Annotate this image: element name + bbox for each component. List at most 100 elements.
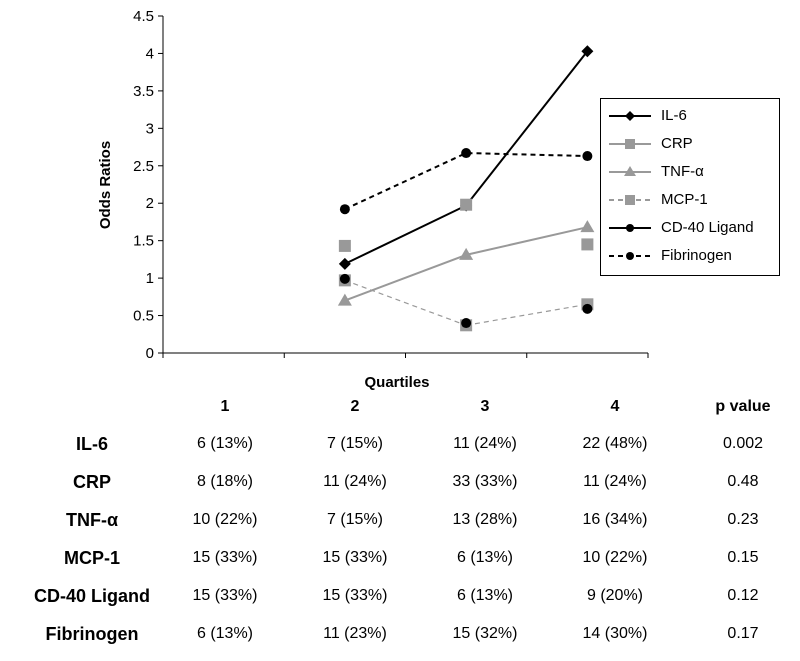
table-cell: 7 (15%) (326, 511, 384, 528)
legend-swatch (609, 252, 651, 260)
table-row-label: MCP-1 (63, 548, 120, 568)
data-point-circle (339, 273, 350, 284)
quartile-table: 1 2 3 4 p value IL-6 6 (13%) 7 (15%) 11 (24%) 22 … (0, 390, 800, 661)
table-cell: 15 (33%) (192, 587, 258, 604)
legend-swatch (609, 111, 651, 121)
y-tick-label: 2.5 (133, 158, 154, 175)
data-point-square (581, 238, 594, 251)
table-row-label: CD-40 Ligand (33, 586, 150, 606)
data-point-triangle (459, 247, 474, 260)
table-cell: 15 (33%) (322, 587, 388, 604)
data-point-square (460, 198, 473, 211)
table-cell: 0.23 (727, 511, 759, 528)
table-row-label: Fibrinogen (45, 624, 139, 644)
table-cell: 0.12 (727, 587, 759, 604)
table-cell: 6 (13%) (456, 587, 514, 604)
data-point-circle (461, 148, 472, 159)
series-cd-40-ligand (339, 273, 593, 329)
legend-label: IL-6 (661, 107, 687, 124)
legend-label: Fibrinogen (661, 247, 732, 264)
table-cell: 16 (34%) (582, 511, 648, 528)
y-tick-label: 2 (146, 195, 154, 212)
table-column-header: 1 (220, 398, 230, 415)
series-crp (338, 198, 594, 287)
legend-swatch (609, 139, 651, 149)
table-column-header: 3 (480, 398, 490, 415)
table-column-header: 2 (350, 398, 360, 415)
legend-swatch (609, 166, 651, 176)
series-connector (466, 303, 588, 326)
y-tick-label: 0 (146, 345, 154, 362)
legend-item: MCP-1 (601, 187, 779, 213)
data-point-circle (582, 151, 593, 162)
table-cell: 33 (33%) (452, 473, 518, 490)
table-cell: 10 (22%) (192, 511, 258, 528)
table-cell: 6 (13%) (456, 549, 514, 566)
chart-series-layer (337, 45, 595, 332)
x-axis-label: Quartiles (364, 374, 429, 390)
series-tnf- (337, 220, 595, 306)
table-cell: 13 (28%) (452, 511, 518, 528)
legend-label: CD-40 Ligand (661, 219, 754, 236)
legend-item: TNF-α (601, 159, 779, 185)
data-point-diamond (625, 111, 635, 121)
table-cell: 15 (33%) (192, 549, 258, 566)
series-line (344, 226, 588, 302)
legend-label: TNF-α (661, 163, 704, 180)
table-cell: 11 (24%) (583, 473, 647, 490)
data-point-triangle (624, 166, 636, 176)
data-point-triangle (580, 220, 595, 233)
y-tick-label: 3 (146, 120, 154, 137)
legend-item: CRP (601, 131, 779, 157)
table-cell: 7 (15%) (326, 435, 384, 452)
data-point-circle (582, 303, 593, 314)
y-tick-label: 3.5 (133, 83, 154, 100)
table-cell: 0.17 (727, 625, 759, 642)
table-row-label: TNF-α (65, 510, 119, 530)
legend-swatch (609, 195, 651, 205)
table-cell: 0.002 (722, 435, 764, 452)
table-column-header: p value (715, 398, 771, 415)
legend-label: CRP (661, 135, 693, 152)
y-tick-label: 1.5 (133, 233, 154, 250)
y-tick-label: 4 (146, 45, 154, 62)
odds-ratio-chart: 0 0.5 1 1.5 2 2.5 3 3.5 4 4.5 Odds Ratios Quartil… (97, 8, 649, 390)
chart-axes: 0 0.5 1 1.5 2 2.5 3 3.5 4 4.5 (133, 8, 649, 362)
series-connector (344, 279, 467, 326)
table-row-label: IL-6 (75, 434, 108, 454)
table-cell: 22 (48%) (582, 435, 648, 452)
legend-item: IL-6 (601, 103, 779, 129)
y-tick-label: 4.5 (133, 8, 154, 25)
y-tick-label: 0.5 (133, 308, 154, 325)
table-cell: 6 (13%) (196, 625, 254, 642)
chart-legend: IL-6 CRP TNF-α MCP-1 CD-40 Ligand Fibrinogen (600, 98, 780, 276)
data-point-diamond (581, 45, 594, 58)
data-point-circle (626, 252, 634, 260)
legend-item: Fibrinogen (601, 243, 779, 269)
data-point-square (338, 239, 351, 252)
legend-label: MCP-1 (661, 191, 708, 208)
table-cell: 11 (24%) (453, 435, 517, 452)
table-cell: 8 (18%) (196, 473, 254, 490)
y-tick-label: 1 (146, 270, 154, 287)
table-cell: 9 (20%) (586, 587, 644, 604)
series-fibrinogen (339, 148, 593, 215)
y-axis-label: Odds Ratios (97, 141, 114, 229)
table-cell: 0.15 (727, 549, 759, 566)
data-point-square (625, 195, 635, 205)
legend-swatch (609, 224, 651, 232)
data-point-circle (626, 224, 634, 232)
table-cell: 15 (33%) (322, 549, 388, 566)
data-point-square (625, 139, 635, 149)
table-cell: 11 (23%) (323, 625, 387, 642)
table-row-label: CRP (72, 472, 111, 492)
table-cell: 11 (24%) (323, 473, 387, 490)
data-point-circle (339, 204, 350, 215)
legend-item: CD-40 Ligand (601, 215, 779, 241)
data-point-triangle (337, 293, 352, 306)
table-cell: 14 (30%) (582, 625, 648, 642)
data-point-diamond (338, 257, 351, 270)
table-cell: 15 (32%) (452, 625, 518, 642)
table-cell: 10 (22%) (582, 549, 648, 566)
table-cell: 0.48 (727, 473, 759, 490)
